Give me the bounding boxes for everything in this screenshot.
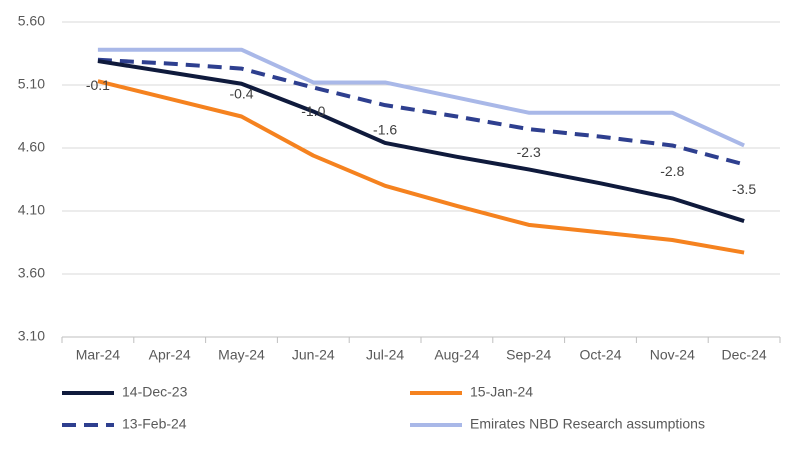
y-tick-label: 3.60 bbox=[18, 265, 45, 281]
x-tick-label: Sep-24 bbox=[506, 347, 551, 363]
x-tick-label: Mar-24 bbox=[76, 347, 121, 363]
annotation: -1.6 bbox=[373, 122, 397, 138]
annotation: -2.8 bbox=[660, 163, 684, 179]
legend-label: 15-Jan-24 bbox=[470, 384, 533, 400]
legend-label: Emirates NBD Research assumptions bbox=[470, 416, 705, 432]
x-tick-label: Jun-24 bbox=[292, 347, 335, 363]
y-tick-label: 4.10 bbox=[18, 202, 45, 218]
y-tick-label: 4.60 bbox=[18, 139, 45, 155]
x-tick-label: May-24 bbox=[218, 347, 265, 363]
y-tick-label: 5.60 bbox=[18, 13, 45, 29]
y-tick-label: 5.10 bbox=[18, 76, 45, 92]
x-tick-label: Dec-24 bbox=[722, 347, 767, 363]
x-tick-label: Jul-24 bbox=[366, 347, 404, 363]
x-tick-label: Oct-24 bbox=[579, 347, 621, 363]
annotation: -3.5 bbox=[732, 181, 756, 197]
series-line bbox=[97, 79, 745, 255]
annotation: -2.3 bbox=[517, 144, 541, 160]
y-tick-label: 3.10 bbox=[18, 328, 45, 344]
annotation: -0.4 bbox=[229, 85, 253, 101]
x-tick-label: Nov-24 bbox=[650, 347, 695, 363]
annotation: -0.1 bbox=[86, 77, 110, 93]
x-tick-label: Apr-24 bbox=[149, 347, 191, 363]
x-tick-label: Aug-24 bbox=[434, 347, 479, 363]
series-line bbox=[97, 59, 745, 223]
series-line bbox=[97, 47, 745, 148]
legend-label: 13-Feb-24 bbox=[122, 416, 187, 432]
legend-label: 14-Dec-23 bbox=[122, 384, 188, 400]
annotation: -1.0 bbox=[301, 103, 325, 119]
